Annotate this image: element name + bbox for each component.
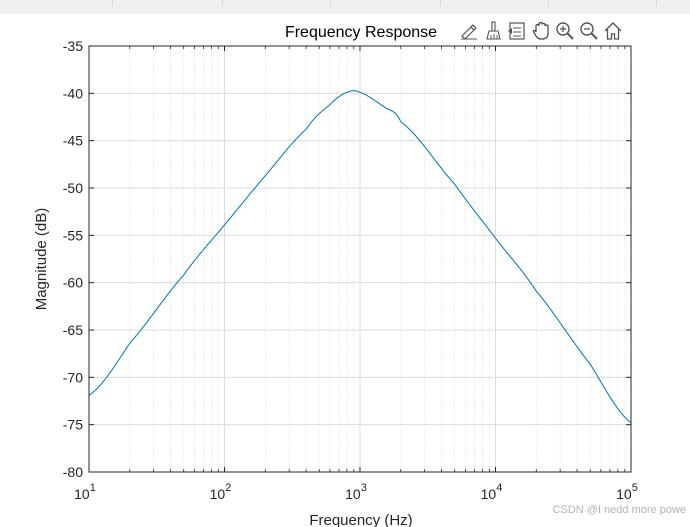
x-tick-label: 102	[210, 482, 232, 502]
edit-icon[interactable]	[458, 20, 480, 42]
home-icon[interactable]	[602, 20, 624, 42]
y-tick-label: -40	[63, 85, 83, 101]
x-tick-label: 101	[74, 482, 96, 502]
zoom-out-icon[interactable]	[578, 20, 600, 42]
y-tick-label: -60	[63, 275, 83, 291]
y-tick-label: -70	[63, 369, 83, 385]
axes-box	[88, 45, 632, 473]
x-tick-exponent: 2	[225, 482, 231, 494]
x-tick-exponent: 3	[361, 482, 367, 494]
figure-top-strip	[0, 0, 690, 14]
x-tick-exponent: 5	[632, 482, 638, 494]
x-tick-exponent: 4	[496, 482, 502, 494]
zoom-in-icon[interactable]	[554, 20, 576, 42]
strip-separator	[548, 0, 549, 6]
y-tick-label: -35	[63, 38, 83, 54]
chart-title: Frequency Response	[285, 24, 437, 41]
strip-separator	[656, 0, 657, 6]
brush-icon[interactable]	[482, 20, 504, 42]
y-tick-label: -45	[63, 133, 83, 149]
strip-separator	[112, 0, 113, 6]
strip-separator	[440, 0, 441, 6]
axes-toolbar	[458, 20, 624, 42]
y-tick-label: -75	[63, 417, 83, 433]
magnitude-series-line	[88, 90, 632, 424]
x-tick-label: 103	[345, 482, 367, 502]
x-tick-label: 105	[616, 482, 638, 502]
y-tick-label: -65	[63, 322, 83, 338]
watermark: CSDN @I nedd more powe	[552, 504, 686, 516]
x-tick-exponent: 1	[90, 482, 96, 494]
y-tick-label: -50	[63, 180, 83, 196]
y-tick-label: -55	[63, 227, 83, 243]
strip-separator	[222, 0, 223, 6]
strip-separator	[330, 0, 331, 6]
x-tick-label: 104	[481, 482, 503, 502]
pan-icon[interactable]	[530, 20, 552, 42]
y-tick-label: -80	[63, 464, 83, 480]
y-axis-label: Magnitude (dB)	[33, 208, 50, 311]
legend-icon[interactable]	[506, 20, 528, 42]
x-axis-label: Frequency (Hz)	[309, 512, 412, 527]
